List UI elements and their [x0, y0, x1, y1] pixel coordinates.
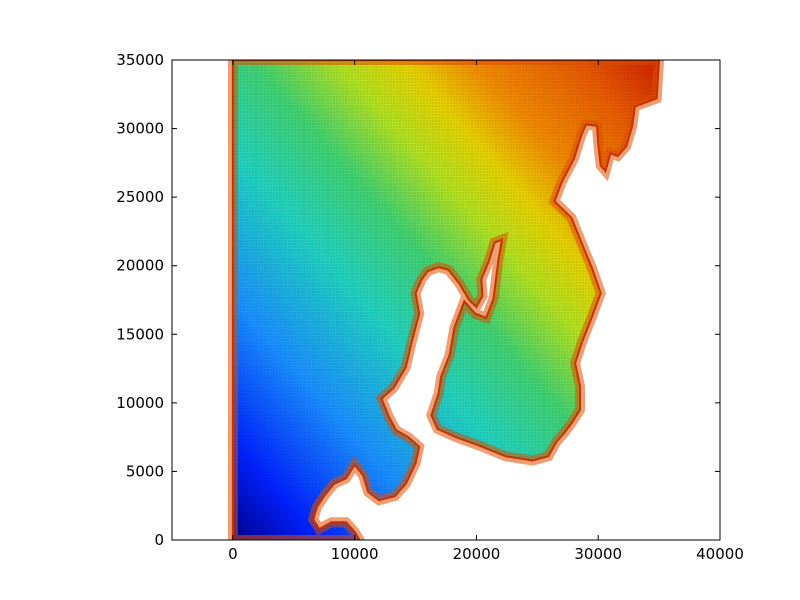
x-tick-label: 30000 [574, 545, 622, 563]
y-tick-label: 10000 [116, 394, 164, 412]
mesh-overlay [232, 60, 660, 540]
y-tick-label: 30000 [116, 120, 164, 138]
y-axis: 0 5000 10000 15000 20000 25000 30000 35000 [116, 51, 720, 549]
x-axis: 0 10000 20000 30000 40000 [228, 60, 744, 563]
y-tick-label: 20000 [116, 257, 164, 275]
plot-area [227, 60, 665, 540]
x-tick-label: 10000 [331, 545, 379, 563]
plot-frame [171, 59, 721, 541]
y-tick-label: 25000 [116, 188, 164, 206]
x-tick-label: 40000 [696, 545, 744, 563]
x-tick-label: 20000 [453, 545, 501, 563]
y-tick-label: 15000 [116, 325, 164, 343]
x-tick-label: 0 [228, 545, 238, 563]
y-tick-label: 0 [154, 531, 164, 549]
y-tick-label: 35000 [116, 51, 164, 69]
y-tick-label: 5000 [126, 462, 164, 480]
